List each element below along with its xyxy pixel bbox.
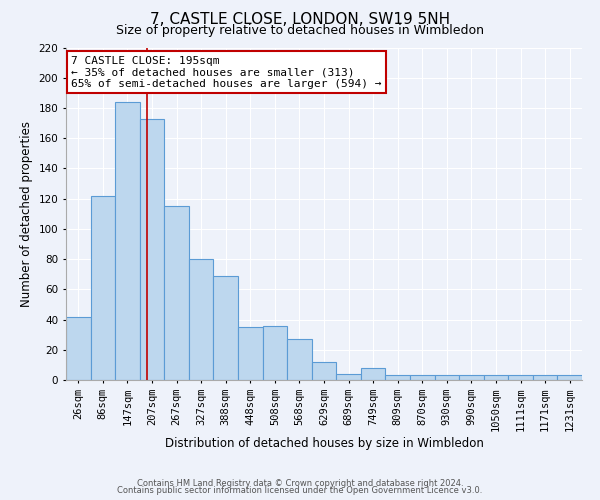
Text: Contains public sector information licensed under the Open Government Licence v3: Contains public sector information licen… [118, 486, 482, 495]
Bar [164, 206, 189, 380]
Bar [91, 196, 115, 380]
Bar [336, 374, 361, 380]
Bar [189, 259, 214, 380]
Text: Size of property relative to detached houses in Wimbledon: Size of property relative to detached ho… [116, 24, 484, 37]
Bar [238, 327, 263, 380]
Text: 7 CASTLE CLOSE: 195sqm
← 35% of detached houses are smaller (313)
65% of semi-de: 7 CASTLE CLOSE: 195sqm ← 35% of detached… [71, 56, 382, 89]
Bar [434, 376, 459, 380]
Bar [115, 102, 140, 380]
X-axis label: Distribution of detached houses by size in Wimbledon: Distribution of detached houses by size … [164, 437, 484, 450]
Y-axis label: Number of detached properties: Number of detached properties [20, 120, 33, 306]
Bar [410, 376, 434, 380]
Bar [484, 376, 508, 380]
Bar [557, 376, 582, 380]
Bar [459, 376, 484, 380]
Bar [140, 118, 164, 380]
Bar [214, 276, 238, 380]
Bar [361, 368, 385, 380]
Bar [287, 339, 312, 380]
Text: 7, CASTLE CLOSE, LONDON, SW19 5NH: 7, CASTLE CLOSE, LONDON, SW19 5NH [150, 12, 450, 28]
Bar [533, 376, 557, 380]
Bar [66, 316, 91, 380]
Bar [508, 376, 533, 380]
Bar [312, 362, 336, 380]
Text: Contains HM Land Registry data © Crown copyright and database right 2024.: Contains HM Land Registry data © Crown c… [137, 478, 463, 488]
Bar [385, 376, 410, 380]
Bar [263, 326, 287, 380]
